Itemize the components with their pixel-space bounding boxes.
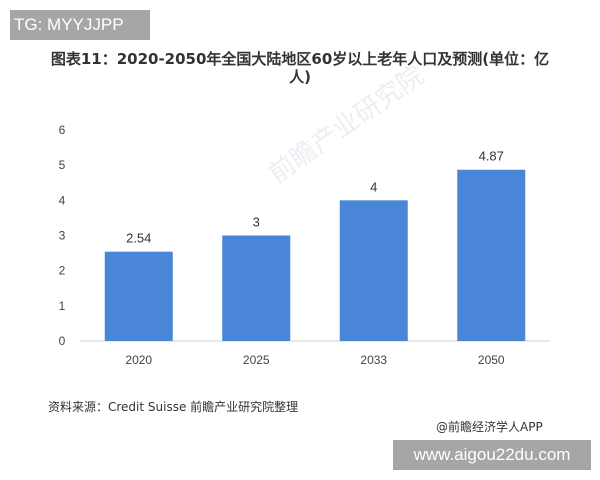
data-label: 3 (253, 215, 260, 230)
x-tick-label: 2025 (243, 353, 270, 367)
bar-2025 (222, 235, 291, 341)
data-label: 2.54 (126, 231, 151, 246)
y-tick-label: 4 (59, 193, 66, 207)
watermark-tg: TG: MYYJJPP (10, 10, 150, 40)
bar-2033 (339, 200, 408, 341)
x-tick-label: 2050 (478, 353, 505, 367)
bar-2020 (104, 251, 173, 341)
data-label: 4.87 (479, 149, 504, 164)
watermark-site: www.aigou22du.com (393, 440, 591, 470)
y-tick-label: 2 (59, 264, 66, 278)
credit-note: @前瞻经济学人APP (436, 420, 543, 434)
data-label: 4 (370, 179, 377, 194)
source-note: 资料来源：Credit Suisse 前瞻产业研究院整理 (48, 400, 299, 414)
y-tick-label: 6 (59, 123, 66, 137)
chart-title: 图表11：2020-2050年全国大陆地区60岁以上老年人口及预测(单位：亿人) (50, 50, 550, 86)
y-tick-label: 0 (59, 334, 66, 348)
y-tick-label: 3 (59, 229, 66, 243)
x-tick-label: 2020 (125, 353, 152, 367)
x-tick-label: 2033 (360, 353, 387, 367)
bar-2050 (457, 169, 526, 341)
y-tick-label: 5 (59, 158, 66, 172)
y-tick-label: 1 (59, 299, 66, 313)
